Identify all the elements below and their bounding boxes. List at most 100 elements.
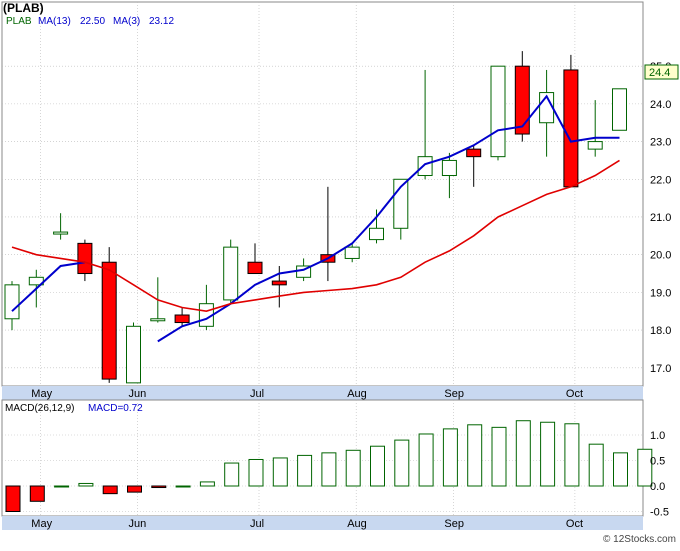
- candle-body: [174, 314, 190, 324]
- macd-bar: [515, 420, 531, 487]
- candle-body: [247, 261, 263, 275]
- ma13-line: [11, 94, 620, 343]
- price-x-label: Oct: [566, 388, 583, 400]
- macd-tick-label: 0.5: [650, 456, 665, 468]
- candle-body: [490, 65, 506, 158]
- legend-ma13-label: MA(13): [38, 16, 71, 27]
- price-tick-label: 22.0: [650, 174, 671, 186]
- macd-bar: [491, 426, 507, 487]
- candle: [223, 239, 239, 304]
- candle-body: [77, 242, 93, 275]
- candle-body: [441, 159, 457, 177]
- candle: [247, 243, 263, 275]
- candle-body: [587, 141, 603, 150]
- price-tick-label: 23.0: [650, 137, 671, 149]
- macd-x-label: Jun: [129, 518, 147, 530]
- macd-bar: [442, 428, 458, 487]
- candle-body: [612, 88, 627, 131]
- price-tick-label: 18.0: [650, 325, 671, 337]
- macd-bar: [564, 423, 580, 487]
- macd-bar: [5, 485, 21, 512]
- price-tick-label: 20.0: [650, 250, 671, 262]
- candle: [77, 239, 93, 282]
- macd-x-label: May: [31, 518, 52, 530]
- candle-body: [563, 69, 579, 188]
- price-x-label: Jun: [129, 388, 147, 400]
- candle: [53, 213, 69, 240]
- macd-bar: [151, 485, 167, 489]
- macd-bar: [467, 424, 483, 487]
- candle-body: [53, 231, 69, 235]
- macd-tick-label: 1.0: [650, 430, 665, 442]
- candle-body: [150, 318, 166, 322]
- candle: [587, 100, 603, 157]
- macd-x-label: Aug: [347, 518, 367, 530]
- candle-body: [344, 246, 360, 259]
- macd-bar: [418, 433, 434, 487]
- last-price-tag: 24.4: [644, 64, 679, 80]
- legend-symbol: PLAB: [6, 16, 32, 27]
- macd-bar: [345, 449, 361, 487]
- legend-ma13-value: 22.50: [80, 16, 105, 27]
- candle: [612, 88, 627, 131]
- macd-bar: [370, 445, 385, 487]
- candle-body: [126, 325, 141, 384]
- candle: [563, 54, 579, 188]
- price-xaxis-band: [2, 386, 643, 400]
- macd-bar: [199, 481, 215, 487]
- price-tick-label: 17.0: [650, 363, 671, 375]
- candle-body: [514, 65, 530, 135]
- ma3-line: [11, 159, 620, 313]
- macd-xaxis-band: [2, 516, 643, 530]
- macd-bar: [102, 485, 118, 495]
- macd-bar: [297, 454, 313, 487]
- candle: [417, 69, 433, 180]
- price-tick-label: 19.0: [650, 287, 671, 299]
- macd-bar: [540, 421, 556, 487]
- macd-bar: [272, 457, 288, 487]
- macd-x-label: Sep: [444, 518, 464, 530]
- last-price-text: 24.4: [649, 67, 670, 79]
- candle: [126, 322, 141, 384]
- macd-bar: [248, 458, 264, 487]
- candle: [4, 281, 20, 331]
- candle-body: [369, 227, 384, 241]
- macd-bar: [588, 443, 604, 487]
- candle-body: [223, 246, 239, 301]
- candle: [441, 152, 457, 199]
- chart-title: (PLAB): [3, 1, 44, 15]
- macd-tick-label: -0.5: [650, 507, 669, 519]
- macd-legend-value: MACD=0.72: [88, 403, 143, 414]
- candle-body: [101, 261, 117, 380]
- price-x-label: Aug: [347, 388, 367, 400]
- macd-bar: [29, 485, 45, 502]
- macd-bar: [637, 448, 653, 487]
- macd-legend-label: MACD(26,12,9): [5, 403, 74, 414]
- macd-bar: [127, 485, 142, 493]
- candle: [344, 243, 360, 263]
- candle: [466, 145, 482, 187]
- macd-tick-label: 0.0: [650, 481, 665, 493]
- price-x-label: Jul: [250, 388, 264, 400]
- macd-bar: [54, 485, 70, 488]
- macd-x-label: Oct: [566, 518, 583, 530]
- candle-body: [466, 148, 482, 158]
- legend-ma3-value: 23.12: [149, 16, 174, 27]
- candle: [369, 209, 384, 244]
- candle-body: [417, 156, 433, 177]
- price-tick-label: 21.0: [650, 212, 671, 224]
- candle: [490, 65, 506, 161]
- legend-ma3-label: MA(3): [113, 16, 140, 27]
- price-tick-label: 24.0: [650, 99, 671, 111]
- watermark: © 12Stocks.com: [603, 534, 676, 545]
- macd-x-label: Jul: [250, 518, 264, 530]
- macd-bar: [175, 485, 191, 488]
- price-x-label: Sep: [444, 388, 464, 400]
- candle: [174, 307, 190, 327]
- candle-body: [4, 284, 20, 320]
- macd-bar: [224, 462, 240, 487]
- candle-body: [271, 280, 287, 286]
- macd-bar: [78, 482, 94, 487]
